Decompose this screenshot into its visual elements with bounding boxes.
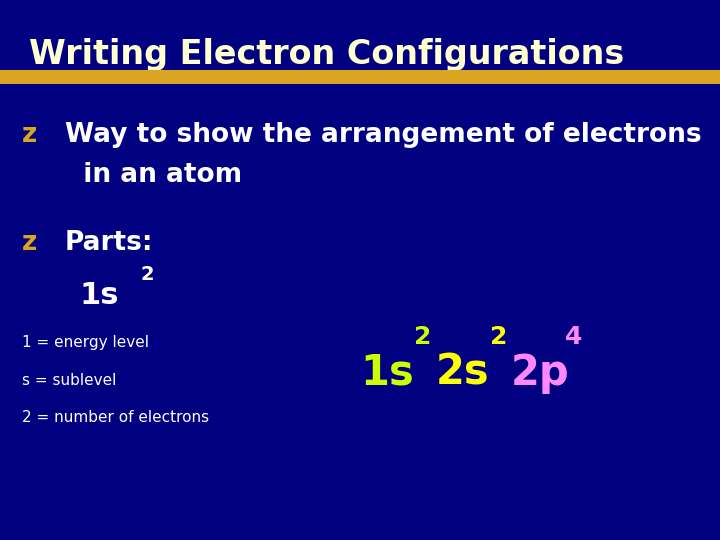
Text: Parts:: Parts: — [65, 230, 153, 255]
Text: s = sublevel: s = sublevel — [22, 373, 116, 388]
Text: 2p: 2p — [511, 352, 570, 394]
Text: Writing Electron Configurations: Writing Electron Configurations — [29, 38, 624, 71]
Text: 4: 4 — [565, 326, 582, 349]
Text: 2: 2 — [490, 326, 507, 349]
Text: 1s: 1s — [79, 281, 119, 310]
Text: 1 = energy level: 1 = energy level — [22, 335, 148, 350]
Text: z: z — [22, 230, 37, 255]
Text: in an atom: in an atom — [65, 162, 242, 188]
Text: 2: 2 — [140, 265, 154, 284]
Text: 2: 2 — [414, 326, 431, 349]
Text: z: z — [22, 122, 37, 147]
Text: 2s: 2s — [436, 352, 489, 394]
Text: 1s: 1s — [360, 352, 414, 394]
Text: 2 = number of electrons: 2 = number of electrons — [22, 410, 209, 426]
Text: Way to show the arrangement of electrons: Way to show the arrangement of electrons — [65, 122, 701, 147]
Bar — [0, 70, 720, 84]
